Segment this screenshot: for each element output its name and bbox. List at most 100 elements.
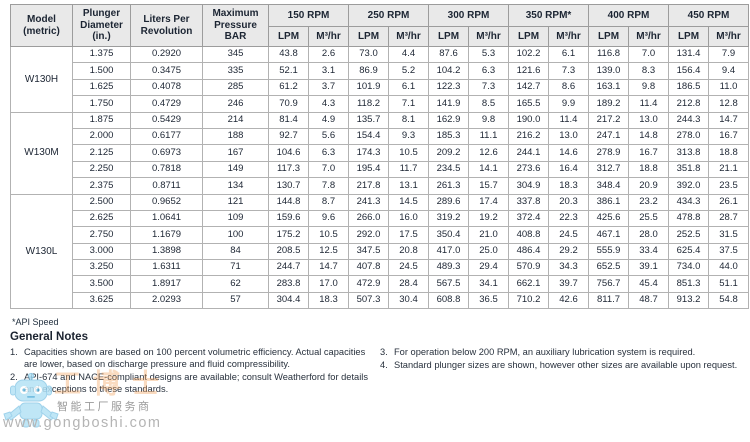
value-cell: 9.4 [708, 62, 750, 80]
value-cell: 23.2 [628, 193, 670, 211]
col-header-pressure: Maximum Pressure BAR [202, 4, 269, 47]
value-cell: 14.7 [308, 259, 349, 277]
value-cell: 81.4 [268, 111, 309, 129]
value-cell: 87.6 [428, 45, 469, 64]
table-row: 1.625 0.4078 285 61.2 3.7 101.9 6.1 122.3 7.3 142… [11, 78, 750, 97]
value-cell: 14.5 [388, 193, 429, 211]
value-cell: 1.8917 [130, 275, 203, 293]
note-number: 3. [380, 347, 388, 357]
value-cell: 567.5 [428, 275, 469, 293]
value-cell: 5.2 [388, 62, 429, 80]
subcol-header-m3hr: M³/hr [708, 26, 750, 47]
value-cell: 0.5429 [130, 111, 203, 129]
value-cell: 2.0293 [130, 291, 203, 310]
value-cell: 347.5 [348, 242, 389, 261]
value-cell: 2.625 [72, 209, 131, 228]
value-cell: 13.0 [628, 111, 670, 129]
value-cell: 8.3 [628, 62, 670, 80]
value-cell: 851.3 [668, 275, 710, 293]
value-cell: 39.7 [547, 275, 590, 293]
general-notes: 1. Capacities shown are based on 100 perc… [10, 346, 748, 396]
subcol-header-m3hr: M³/hr [628, 26, 670, 47]
value-cell: 139.0 [588, 62, 630, 80]
col-header-rpm-400: 400 RPM [588, 4, 670, 27]
value-cell: 121.6 [508, 62, 549, 80]
value-cell: 16.7 [628, 144, 670, 162]
value-cell: 122.3 [428, 78, 469, 97]
value-cell: 102.2 [508, 45, 549, 64]
value-cell: 31.5 [708, 226, 750, 244]
value-cell: 186.5 [668, 78, 710, 97]
model-cell: W130L [10, 193, 73, 310]
value-cell: 33.4 [628, 242, 670, 261]
value-cell: 407.8 [348, 259, 389, 277]
value-cell: 14.1 [468, 160, 509, 179]
value-cell: 246 [202, 95, 269, 113]
value-cell: 14.7 [708, 111, 750, 129]
value-cell: 6.1 [547, 45, 590, 64]
value-cell: 652.5 [588, 259, 630, 277]
value-cell: 14.6 [547, 144, 590, 162]
value-cell: 45.4 [628, 275, 670, 293]
col-header-plunger: Plunger Diameter (in.) [72, 4, 131, 47]
value-cell: 13.0 [547, 127, 590, 146]
value-cell: 351.8 [668, 160, 710, 179]
value-cell: 141.9 [428, 95, 469, 113]
value-cell: 12.5 [308, 242, 349, 261]
pump-capacity-table: Model (metric) Plunger Diameter (in.) Li… [10, 4, 750, 310]
value-cell: 6.1 [388, 78, 429, 97]
value-cell: 7.3 [468, 78, 509, 97]
value-cell: 209.2 [428, 144, 469, 162]
value-cell: 51.1 [708, 275, 750, 293]
table-row: 3.625 2.0293 57 304.4 18.3 507.3 30.4 608.8 36.5… [11, 291, 750, 310]
value-cell: 10.5 [308, 226, 349, 244]
value-cell: 24.5 [547, 226, 590, 244]
value-cell: 70.9 [268, 95, 309, 113]
value-cell: 2.500 [72, 193, 131, 211]
value-cell: 0.7818 [130, 160, 203, 179]
table-row: 2.750 1.1679 100 175.2 10.5 292.0 17.5 350.4 21.… [11, 226, 750, 244]
value-cell: 62 [202, 275, 269, 293]
value-cell: 175.2 [268, 226, 309, 244]
note-number: 2. [10, 372, 18, 383]
value-cell: 425.6 [588, 209, 630, 228]
value-cell: 913.2 [668, 291, 710, 310]
value-cell: 2.000 [72, 127, 131, 146]
subcol-header-m3hr: M³/hr [308, 26, 349, 47]
value-cell: 0.8711 [130, 177, 203, 195]
api-speed-footnote: *API Speed [12, 317, 59, 327]
value-cell: 21.0 [468, 226, 509, 244]
value-cell: 8.6 [547, 78, 590, 97]
value-cell: 2.250 [72, 160, 131, 179]
subcol-header-m3hr: M³/hr [468, 26, 509, 47]
value-cell: 22.3 [547, 209, 590, 228]
value-cell: 12.8 [708, 95, 750, 113]
note-item: 2. API-674 and NACE-compliant designs are… [10, 371, 370, 395]
table-header: Model (metric) Plunger Diameter (in.) Li… [10, 4, 750, 47]
value-cell: 7.0 [308, 160, 349, 179]
value-cell: 159.6 [268, 209, 309, 228]
value-cell: 6.3 [468, 62, 509, 80]
value-cell: 42.6 [547, 291, 590, 310]
value-cell: 244.1 [508, 144, 549, 162]
value-cell: 489.3 [428, 259, 469, 277]
table-row: 3.000 1.3898 84 208.5 12.5 347.5 20.8 417.0 25.0… [11, 242, 750, 261]
value-cell: 1.875 [72, 111, 131, 129]
value-cell: 608.8 [428, 291, 469, 310]
value-cell: 555.9 [588, 242, 630, 261]
value-cell: 2.750 [72, 226, 131, 244]
value-cell: 8.7 [308, 193, 349, 211]
value-cell: 278.9 [588, 144, 630, 162]
value-cell: 278.0 [668, 127, 710, 146]
col-header-rpm-350: 350 RPM* [507, 4, 590, 27]
value-cell: 7.1 [388, 95, 429, 113]
value-cell: 4.3 [308, 95, 349, 113]
value-cell: 345 [202, 45, 269, 64]
value-cell: 9.9 [547, 95, 590, 113]
value-cell: 34.1 [468, 275, 509, 293]
value-cell: 44.0 [708, 259, 750, 277]
value-cell: 3.000 [72, 242, 131, 261]
value-cell: 73.0 [348, 45, 389, 64]
value-cell: 0.4729 [130, 95, 203, 113]
value-cell: 234.5 [428, 160, 469, 179]
